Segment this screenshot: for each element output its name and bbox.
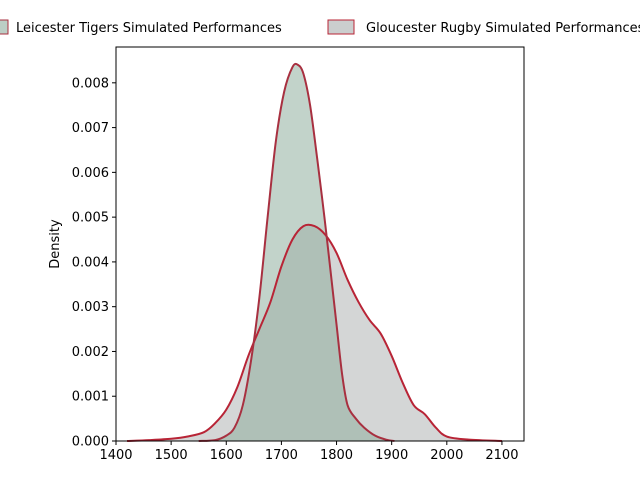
- y-tick-label: 0.006: [72, 166, 109, 181]
- density-line-gloucester: [126, 223, 502, 442]
- legend-swatch-gloucester: [327, 19, 355, 35]
- legend: Leicester Tigers Simulated Performances …: [0, 19, 640, 36]
- y-tick-label: 0.000: [72, 435, 109, 450]
- x-tick-label: 2100: [485, 448, 518, 463]
- legend-swatch-leicester: [0, 19, 9, 35]
- density-line-leicester: [198, 62, 395, 442]
- density-area-leicester: [198, 63, 395, 442]
- y-tick-label: 0.007: [72, 121, 109, 136]
- y-tick-label: 0.005: [72, 211, 109, 226]
- y-tick-label: 0.001: [72, 390, 109, 405]
- plot-lines: [126, 62, 502, 442]
- legend-entry-gloucester: Gloucester Rugby Simulated Performances: [327, 19, 640, 36]
- y-axis-label: Density: [48, 219, 63, 269]
- x-tick-label: 1500: [155, 448, 188, 463]
- legend-entry-leicester: Leicester Tigers Simulated Performances: [0, 19, 282, 36]
- x-tick-label: 1700: [265, 448, 298, 463]
- legend-label-gloucester: Gloucester Rugby Simulated Performances: [366, 21, 640, 36]
- plot-areas: [127, 63, 502, 442]
- x-tick-label: 1800: [320, 448, 353, 463]
- plot-frame: [115, 46, 525, 442]
- x-tick-label: 1600: [210, 448, 243, 463]
- x-tick-label: 1900: [375, 448, 408, 463]
- y-tick-label: 0.008: [72, 76, 109, 91]
- legend-label-leicester: Leicester Tigers Simulated Performances: [16, 21, 282, 36]
- y-tick-label: 0.002: [72, 345, 109, 360]
- x-tick-label: 1400: [99, 448, 132, 463]
- y-tick-label: 0.003: [72, 300, 109, 315]
- x-axis: 1400 1500 1600 1700 1800 1900 2000 2100: [99, 441, 518, 463]
- y-tick-label: 0.004: [72, 255, 109, 270]
- y-axis: 0.000 0.001 0.002 0.003 0.004 0.005 0.006 0.007…: [72, 76, 116, 450]
- x-tick-label: 2000: [430, 448, 463, 463]
